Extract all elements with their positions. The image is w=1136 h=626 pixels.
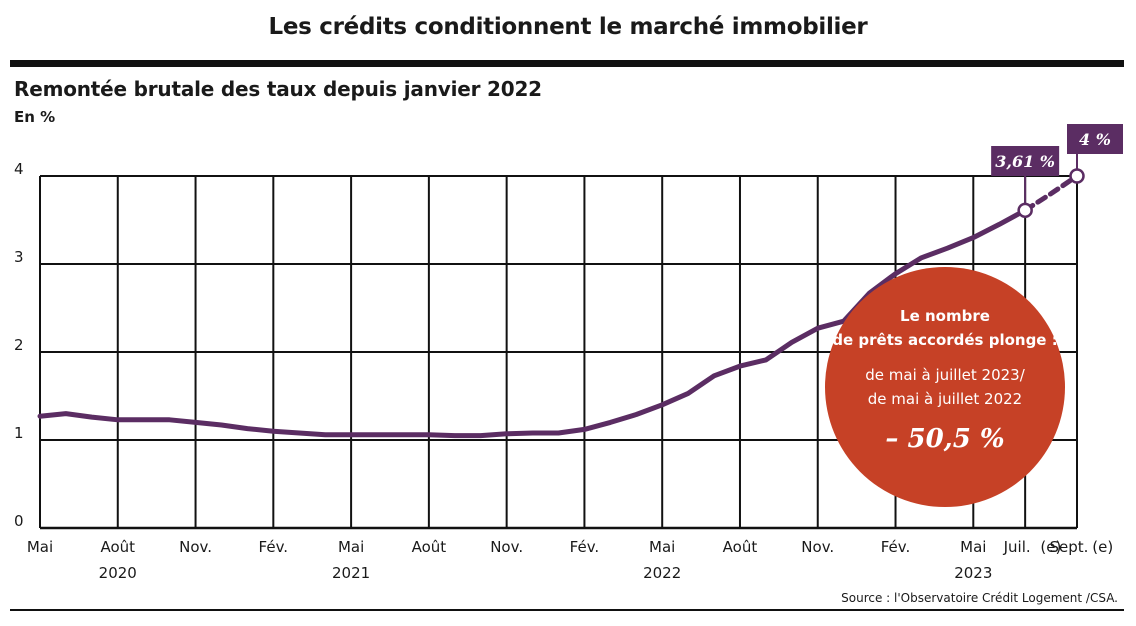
x-tick-label: Août: [723, 538, 758, 556]
x-tick-label: Nov.: [490, 538, 523, 556]
y-tick-label: 1: [14, 424, 24, 442]
x-tick-label: Mai: [960, 538, 986, 556]
x-tick-label: Août: [100, 538, 135, 556]
x-tick-label: Juil.: [1003, 538, 1031, 556]
x-year-label: 2020: [99, 564, 137, 582]
x-tick-label: Nov.: [179, 538, 212, 556]
annotation-label: 3,61 %: [995, 152, 1055, 171]
chart-title: Remontée brutale des taux depuis janvier…: [14, 77, 542, 101]
header-rule: [10, 60, 1124, 67]
x-tick-label: Mai: [338, 538, 364, 556]
callout-value: – 50,5 %: [885, 424, 1004, 454]
x-year-label: 2021: [332, 564, 370, 582]
y-tick-label: 3: [14, 248, 24, 266]
x-tick-label: Sept.: [1050, 538, 1089, 556]
x-tick-label: Fév.: [570, 538, 600, 556]
annotation-point: [1069, 168, 1085, 184]
x-year-label: 2022: [643, 564, 681, 582]
x-tick-label: Nov.: [801, 538, 834, 556]
annotation-label: 4 %: [1079, 130, 1111, 149]
x-tick-label: Fév.: [881, 538, 911, 556]
y-axis-unit: En %: [14, 108, 56, 126]
x-year-label: 2023: [954, 564, 992, 582]
headline: Les crédits conditionnent le marché immo…: [268, 14, 868, 40]
callout-line: de prêts accordés plonge :: [832, 331, 1057, 349]
x-estimate-mark: (e): [1040, 538, 1061, 556]
y-tick-label: 0: [14, 512, 24, 530]
source-note: Source : l'Observatoire Crédit Logement …: [841, 591, 1118, 605]
annotation-box: [991, 146, 1060, 176]
y-tick-label: 4: [14, 160, 24, 178]
y-tick-label: 2: [14, 336, 24, 354]
x-tick-label: Mai: [27, 538, 53, 556]
x-estimate-mark: (e): [1092, 538, 1113, 556]
annotation-point: [1017, 202, 1033, 219]
rate-line-estimate: [1022, 173, 1080, 213]
x-tick-label: Fév.: [259, 538, 289, 556]
x-tick-label: Mai: [649, 538, 675, 556]
annotation-box: [1067, 124, 1123, 154]
x-tick-label: Août: [412, 538, 447, 556]
footer-rule: [10, 609, 1124, 611]
callout-line: de mai à juillet 2023/: [865, 366, 1025, 384]
callout-line: de mai à juillet 2022: [868, 390, 1022, 408]
callout-bubble: [825, 267, 1065, 507]
callout-line: Le nombre: [900, 307, 990, 325]
